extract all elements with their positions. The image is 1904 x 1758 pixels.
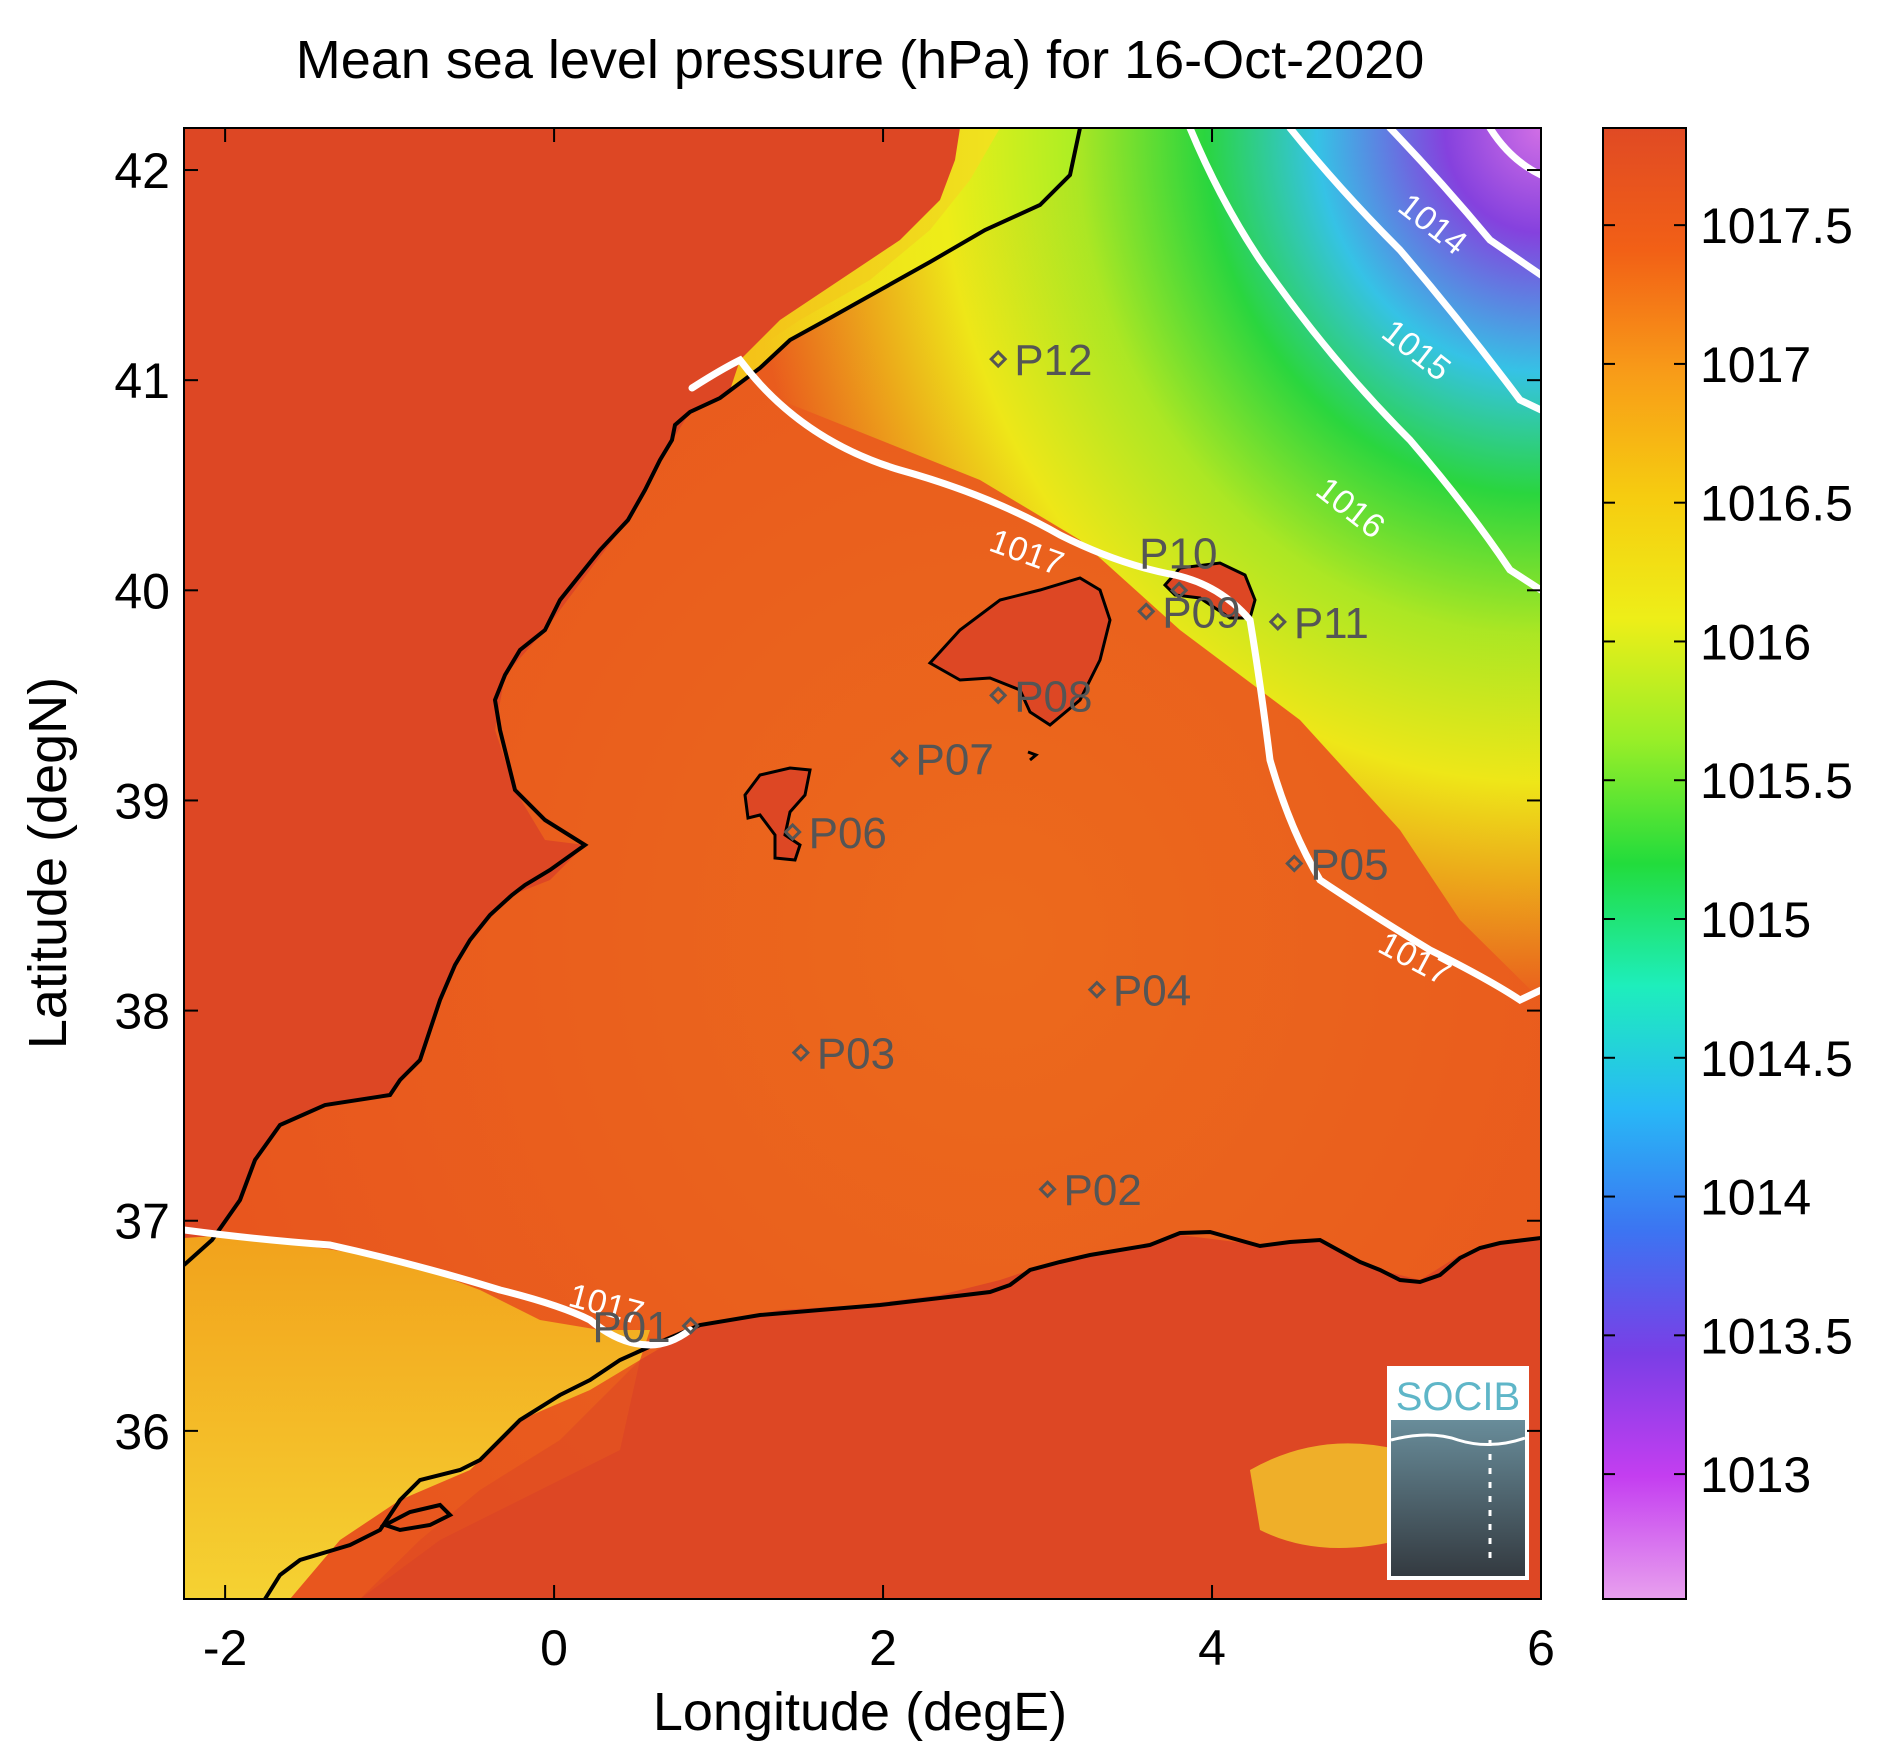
y-tick-label: 42 xyxy=(114,143,170,199)
station-label: P09 xyxy=(1162,588,1240,637)
station-marker[interactable]: P09 xyxy=(1137,588,1241,637)
colorbar-tick-label: 1017 xyxy=(1700,337,1811,393)
station-label: P03 xyxy=(817,1030,895,1079)
y-tick-label: 41 xyxy=(114,353,170,409)
station-marker[interactable]: P04 xyxy=(1087,967,1191,1016)
coastline-africa xyxy=(263,1229,1541,1599)
station-label: P04 xyxy=(1113,967,1191,1016)
station-marker[interactable]: P01 xyxy=(592,1303,700,1352)
station-label: P01 xyxy=(592,1303,670,1352)
station-diamond-icon xyxy=(989,350,1008,369)
isobars xyxy=(184,128,1541,1349)
isobar-1017-south xyxy=(184,1226,694,1349)
colorbar-tick-label: 1015.5 xyxy=(1700,753,1853,809)
station-label: P05 xyxy=(1310,841,1388,890)
y-tick-label: 40 xyxy=(114,563,170,619)
station-diamond-icon xyxy=(1038,1180,1057,1199)
station-marker[interactable]: P05 xyxy=(1285,841,1389,890)
socib-logo-header xyxy=(1391,1370,1525,1420)
station-marker[interactable]: P12 xyxy=(989,336,1092,385)
colorbar-tick-label: 1016.5 xyxy=(1700,476,1853,532)
y-tick-label: 37 xyxy=(114,1194,170,1250)
station-diamond-icon xyxy=(681,1316,700,1335)
x-axis-label: Longitude (degE) xyxy=(653,1682,1067,1742)
x-tick-label: -2 xyxy=(203,1620,247,1676)
station-label: P10 xyxy=(1139,529,1217,578)
station-label: P07 xyxy=(916,735,994,784)
station-diamond-icon xyxy=(1285,854,1304,873)
colorbar-tick-label: 1013.5 xyxy=(1700,1308,1853,1364)
station-marker[interactable]: P10 xyxy=(1139,529,1217,600)
y-tick-label: 38 xyxy=(114,984,170,1040)
colorbar-tick-label: 1013 xyxy=(1700,1447,1811,1503)
colorbar xyxy=(1602,127,1687,1600)
coastline-african-headland xyxy=(379,1502,454,1533)
station-marker[interactable]: P06 xyxy=(783,809,887,858)
isobar-1017-north xyxy=(688,355,1541,1005)
coastline-iberia xyxy=(184,128,1082,1267)
island-mallorca xyxy=(927,576,1112,727)
station-label: P02 xyxy=(1064,1166,1142,1215)
station-diamond-icon xyxy=(1087,980,1107,999)
station-marker[interactable]: P02 xyxy=(1038,1166,1142,1215)
station-label: P11 xyxy=(1294,599,1369,648)
map-field: SOCIB xyxy=(184,128,1541,1599)
socib-logo-wave xyxy=(1390,1433,1526,1447)
africa-land-east xyxy=(360,1235,1541,1599)
socib-logo-text: SOCIB xyxy=(1396,1375,1520,1419)
y-tick-label: 39 xyxy=(114,773,170,829)
station-marker[interactable]: P08 xyxy=(989,672,1092,721)
x-tick-label: 2 xyxy=(869,1620,897,1676)
colorbar-tick-label: 1015 xyxy=(1700,892,1811,948)
isobar-1016 xyxy=(1186,128,1541,594)
station-diamond-icon xyxy=(890,749,909,768)
island-cabrera xyxy=(1027,750,1039,762)
station-diamond-icon xyxy=(791,1043,810,1062)
north-africa-plateau xyxy=(184,1235,650,1599)
land-iberia xyxy=(184,128,1080,1265)
x-tick-label: 0 xyxy=(540,1620,568,1676)
x-tick-label: 4 xyxy=(1198,1620,1226,1676)
station-diamond-icon xyxy=(1137,602,1156,621)
station-diamond-icon xyxy=(989,686,1008,705)
station-label: P12 xyxy=(1014,336,1092,385)
station-label: P06 xyxy=(809,809,887,858)
isobar-1015 xyxy=(1286,128,1541,414)
colorbar-ticks: 1013 1013.5 1014 1014.5 1015 1015.5 1016 1016.5… xyxy=(1603,198,1853,1503)
stations: P01 P02 P03 P04 P05 P06 P07 P08 P09 P10 P11 P12 xyxy=(592,336,1388,1352)
colorbar-tick-label: 1016 xyxy=(1700,614,1811,670)
map-frame xyxy=(183,127,1542,1600)
station-diamond-icon xyxy=(1268,612,1287,631)
x-axis-ticks: -2 0 2 4 6 xyxy=(203,128,1555,1676)
colorbar-tick-label: 1014 xyxy=(1700,1170,1811,1226)
socib-logo: SOCIB xyxy=(1387,1366,1529,1580)
colorbar-tick-label: 1014.5 xyxy=(1700,1031,1853,1087)
colorbar-tick-label: 1017.5 xyxy=(1700,198,1853,254)
y-axis-ticks: 36 37 38 39 40 41 42 xyxy=(114,143,1541,1460)
station-marker[interactable]: P07 xyxy=(890,735,994,784)
station-label: P08 xyxy=(1014,672,1092,721)
station-diamond-icon xyxy=(783,822,802,842)
map-title: Mean sea level pressure (hPa) for 16-Oct… xyxy=(296,30,1425,90)
station-marker[interactable]: P11 xyxy=(1268,599,1369,648)
x-tick-label: 6 xyxy=(1527,1620,1555,1676)
station-marker[interactable]: P03 xyxy=(791,1030,895,1079)
africa-east-yellow-patch xyxy=(1250,1443,1400,1548)
isobar-1013 xyxy=(1486,128,1541,179)
y-tick-label: 36 xyxy=(114,1404,170,1460)
isobar-1014 xyxy=(1386,128,1541,279)
station-diamond-icon xyxy=(1170,581,1189,600)
y-axis-label: Latitude (degN) xyxy=(18,677,78,1049)
